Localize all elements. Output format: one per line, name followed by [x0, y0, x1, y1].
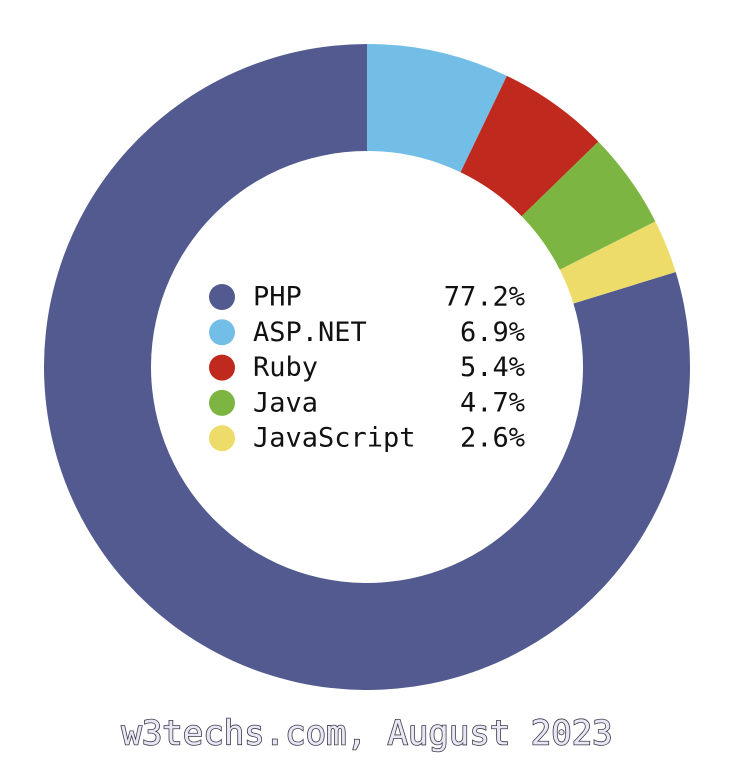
legend-label: Java — [253, 387, 318, 418]
donut-segment — [559, 221, 676, 304]
donut-segment — [521, 141, 656, 270]
legend-swatch — [209, 319, 235, 346]
legend-label: JavaScript — [253, 423, 416, 454]
donut — [43, 43, 690, 690]
value-label: 4.7% — [460, 387, 525, 418]
donut-segment — [367, 44, 507, 173]
value-label: 77.2% — [444, 282, 525, 313]
legend-label: Ruby — [253, 352, 318, 383]
donut-segment — [460, 75, 599, 217]
legend-label: PHP — [253, 282, 302, 313]
value-label: 2.6% — [460, 423, 525, 454]
legend-swatch — [209, 284, 235, 310]
legend-swatch — [209, 389, 235, 416]
value-label: 6.9% — [460, 317, 525, 348]
value-label: 5.4% — [460, 352, 525, 383]
caption: w3techs.com, August 2023 — [121, 714, 612, 754]
legend-label: ASP.NET — [253, 317, 367, 348]
legend-swatch — [209, 354, 235, 381]
legend-swatch — [209, 425, 235, 452]
donut-segment — [43, 43, 690, 690]
